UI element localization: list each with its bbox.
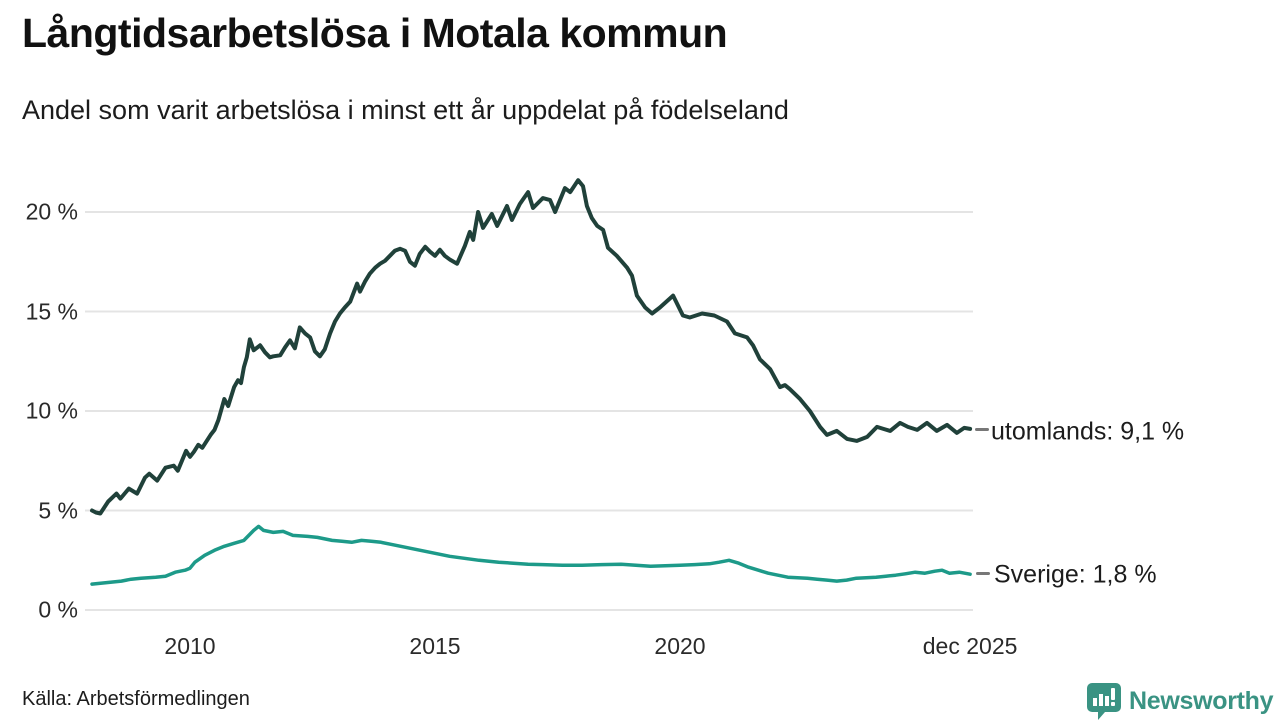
x-tick-label: 2015 [409, 633, 461, 659]
x-tick-label: 2020 [654, 633, 706, 659]
y-tick-label: 20 % [25, 198, 78, 225]
x-tick-label: 2010 [164, 633, 216, 659]
utomlands-label-connector [975, 428, 989, 431]
series-label-sverige: Sverige: 1,8 % [994, 560, 1157, 589]
series-line-utomlands [90, 178, 973, 516]
series-label-utomlands: utomlands: 9,1 % [991, 417, 1185, 446]
sverige-label-connector [976, 572, 990, 575]
source-note: Källa: Arbetsförmedlingen [22, 688, 250, 710]
newsworthy-logo-text: Newsworthy [1129, 686, 1274, 715]
y-tick-label: 0 % [38, 596, 78, 623]
newsworthy-logo-icon [1086, 682, 1122, 720]
x-tick-label: dec 2025 [922, 633, 1018, 659]
newsworthy-logo: Newsworthy [1086, 682, 1276, 720]
y-tick-label: 15 % [25, 298, 78, 324]
chart-subtitle: Andel som varit arbetslösa i minst ett å… [22, 95, 789, 125]
chart-title: Långtidsarbetslösa i Motala kommun [22, 10, 728, 56]
y-tick-label: 10 % [25, 397, 78, 424]
y-tick-label: 5 % [38, 497, 78, 523]
series-line-sverige [90, 524, 972, 586]
